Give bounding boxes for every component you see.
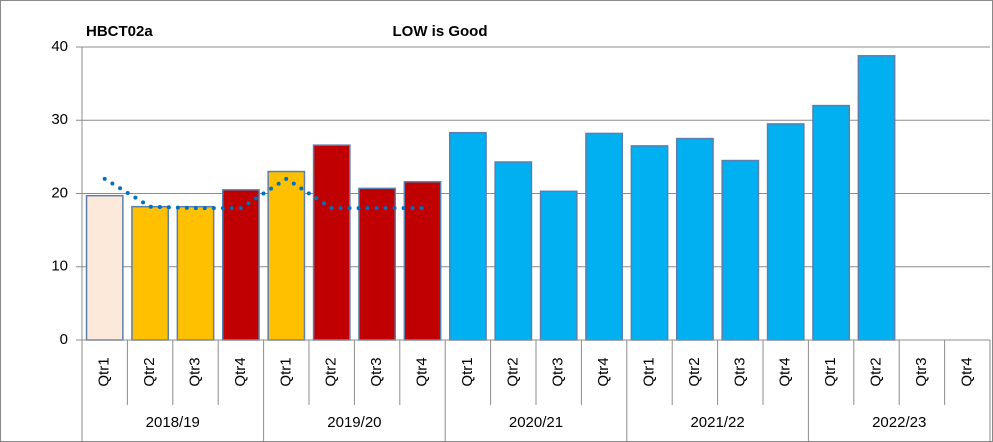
bar [267, 170, 306, 341]
chart-title: HBCT02a [86, 23, 153, 40]
bar [585, 132, 624, 341]
bar [812, 104, 851, 341]
bar [131, 205, 170, 341]
bar [448, 131, 487, 341]
x-tick-label: Qtr4 [595, 357, 612, 386]
x-tick-label: Qtr2 [504, 357, 521, 386]
y-tick-label: 40 [51, 38, 68, 55]
x-group-label: 2020/21 [509, 414, 563, 431]
bar [221, 189, 260, 341]
bar [85, 194, 124, 341]
bar [358, 187, 397, 341]
bar [539, 190, 578, 341]
bar [766, 123, 805, 341]
y-tick-label: 10 [51, 258, 68, 275]
x-tick-label: Qtr4 [232, 357, 249, 386]
x-tick-label: Qtr3 [913, 357, 930, 386]
x-tick-label: Qtr4 [958, 357, 975, 386]
bar [630, 145, 669, 341]
x-tick-label: Qtr4 [777, 357, 794, 386]
y-tick-label: 20 [51, 184, 68, 201]
x-tick-label: Qtr2 [323, 357, 340, 386]
x-tick-label: Qtr2 [141, 357, 158, 386]
x-tick-label: Qtr1 [459, 357, 476, 386]
y-tick-label: 30 [51, 111, 68, 128]
y-tick-label: 0 [60, 331, 68, 348]
x-tick-label: Qtr2 [686, 357, 703, 386]
x-tick-label: Qtr3 [186, 357, 203, 386]
x-tick-label: Qtr4 [413, 357, 430, 386]
bar [721, 159, 760, 341]
bar [403, 181, 442, 341]
x-group-label: 2019/20 [327, 414, 381, 431]
x-tick-label: Qtr3 [731, 357, 748, 386]
bar [675, 137, 714, 341]
x-group-label: 2021/22 [690, 414, 744, 431]
x-tick-label: Qtr1 [822, 357, 839, 386]
x-tick-label: Qtr1 [640, 357, 657, 386]
bar [312, 144, 351, 341]
bar [494, 161, 533, 341]
x-tick-label: Qtr1 [96, 357, 113, 386]
x-group-label: 2022/23 [872, 414, 926, 431]
chart-subtitle: LOW is Good [393, 23, 488, 40]
x-group-label: 2018/19 [146, 414, 200, 431]
bar [857, 55, 896, 341]
trend-line [102, 176, 425, 211]
x-tick-label: Qtr2 [867, 357, 884, 386]
x-tick-label: Qtr1 [277, 357, 294, 386]
bar [176, 205, 215, 341]
x-tick-label: Qtr3 [550, 357, 567, 386]
x-tick-label: Qtr3 [368, 357, 385, 386]
